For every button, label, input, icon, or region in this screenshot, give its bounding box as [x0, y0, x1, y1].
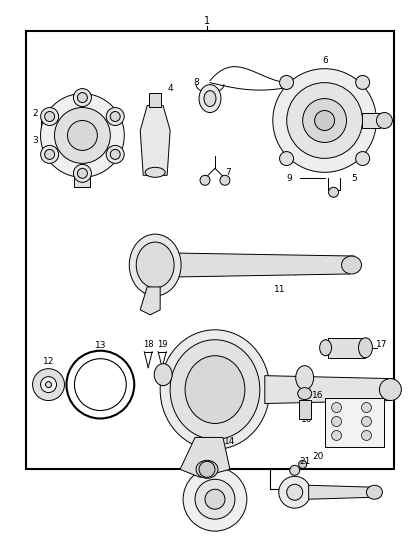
Ellipse shape	[136, 242, 174, 288]
Ellipse shape	[297, 387, 311, 400]
Circle shape	[331, 402, 341, 413]
Circle shape	[328, 187, 338, 197]
Ellipse shape	[358, 338, 372, 358]
Ellipse shape	[295, 366, 313, 390]
Circle shape	[355, 152, 369, 166]
Text: 7: 7	[225, 168, 230, 177]
Bar	[362, 112, 380, 129]
Text: 8: 8	[193, 78, 198, 87]
Circle shape	[40, 108, 59, 125]
Circle shape	[77, 93, 87, 103]
Text: 10: 10	[300, 415, 312, 424]
Ellipse shape	[160, 330, 269, 449]
Polygon shape	[180, 437, 229, 477]
Circle shape	[67, 121, 97, 151]
Polygon shape	[264, 376, 392, 404]
Bar	[324, 398, 384, 448]
Circle shape	[289, 465, 299, 475]
Circle shape	[183, 468, 246, 531]
Circle shape	[199, 175, 209, 185]
Circle shape	[298, 461, 306, 469]
Polygon shape	[140, 287, 160, 315]
Bar	[74, 175, 90, 187]
Polygon shape	[308, 485, 375, 499]
Text: 15: 15	[214, 355, 225, 364]
Circle shape	[45, 381, 51, 387]
Circle shape	[286, 83, 362, 158]
Circle shape	[204, 489, 224, 509]
Polygon shape	[140, 105, 170, 175]
Text: 18: 18	[142, 340, 153, 349]
Circle shape	[331, 430, 341, 441]
Ellipse shape	[366, 485, 382, 499]
Text: 21: 21	[298, 457, 310, 466]
Circle shape	[195, 479, 234, 519]
Text: 5: 5	[351, 174, 356, 183]
Circle shape	[361, 430, 370, 441]
Circle shape	[314, 110, 334, 131]
Circle shape	[278, 476, 310, 508]
Circle shape	[73, 89, 91, 107]
Ellipse shape	[204, 90, 216, 107]
Circle shape	[106, 108, 124, 125]
Circle shape	[355, 75, 369, 89]
Circle shape	[110, 150, 120, 159]
Text: 22: 22	[209, 457, 220, 466]
Circle shape	[40, 377, 56, 393]
Ellipse shape	[185, 356, 244, 423]
Ellipse shape	[170, 340, 259, 440]
Circle shape	[361, 402, 370, 413]
Circle shape	[40, 145, 59, 164]
Ellipse shape	[154, 364, 172, 386]
Bar	[298, 400, 310, 420]
Polygon shape	[175, 253, 354, 277]
Text: 19: 19	[157, 340, 167, 349]
Circle shape	[40, 94, 124, 178]
Circle shape	[106, 145, 124, 164]
Circle shape	[272, 69, 375, 172]
Bar	[327, 338, 365, 358]
Text: 11: 11	[273, 286, 285, 294]
Text: 3: 3	[32, 136, 38, 145]
Circle shape	[45, 111, 55, 122]
Circle shape	[331, 416, 341, 427]
Circle shape	[45, 150, 55, 159]
Ellipse shape	[341, 256, 361, 274]
Circle shape	[302, 98, 346, 143]
Text: 2: 2	[32, 109, 38, 118]
Circle shape	[33, 369, 64, 401]
Circle shape	[55, 108, 110, 164]
Text: 12: 12	[43, 357, 54, 366]
Circle shape	[375, 112, 392, 129]
Circle shape	[219, 175, 229, 185]
Circle shape	[279, 75, 293, 89]
Ellipse shape	[378, 379, 400, 401]
Circle shape	[73, 164, 91, 182]
Circle shape	[279, 152, 293, 166]
Circle shape	[286, 484, 302, 500]
Ellipse shape	[129, 234, 180, 296]
Text: 14: 14	[224, 437, 235, 446]
Bar	[149, 93, 161, 107]
Circle shape	[77, 168, 87, 178]
Circle shape	[199, 462, 214, 477]
Ellipse shape	[145, 167, 165, 178]
Bar	[26, 31, 394, 469]
Ellipse shape	[319, 340, 331, 356]
Text: 20: 20	[311, 452, 323, 461]
Text: 6: 6	[322, 56, 328, 65]
Text: 4: 4	[167, 84, 173, 93]
Text: 16: 16	[311, 391, 323, 400]
Text: 13: 13	[95, 341, 106, 350]
Circle shape	[361, 416, 370, 427]
Text: 9: 9	[286, 174, 292, 183]
Ellipse shape	[196, 461, 217, 478]
Ellipse shape	[199, 84, 221, 112]
Circle shape	[110, 111, 120, 122]
Text: 17: 17	[375, 340, 386, 349]
Text: 1: 1	[204, 16, 209, 26]
